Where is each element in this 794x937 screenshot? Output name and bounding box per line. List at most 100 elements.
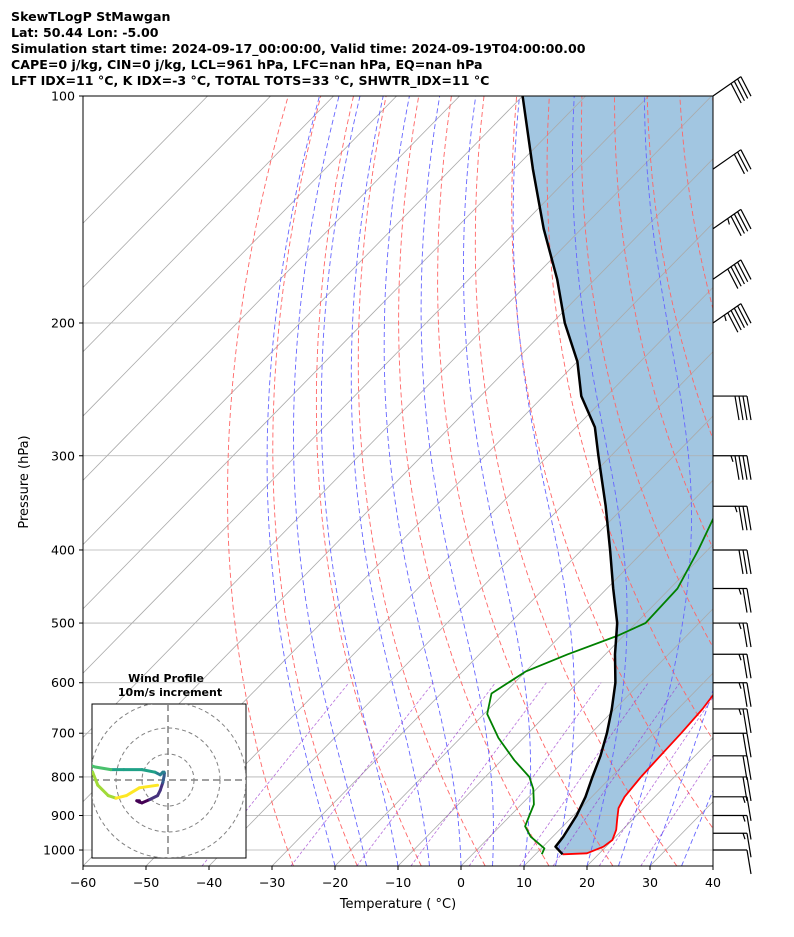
wind-barb [713,796,752,821]
isotherm-line [83,96,334,353]
hodograph-segment [92,764,97,769]
x-tick-label: −40 [196,875,223,890]
hodograph-segment [140,768,157,774]
isotherm-line [145,286,713,866]
plot-area [83,96,794,866]
cape-shaded-area [522,96,713,855]
stability-indices-1: CAPE=0 j/kg, CIN=0 j/kg, LCL=961 hPa, LF… [11,57,483,72]
y-tick-label: 100 [51,89,75,104]
dry-adiabat [511,96,713,830]
moist-adiabat [350,96,430,866]
wind-barb [713,395,752,421]
wind-barb [713,549,752,575]
moist-adiabat [618,96,692,866]
hodograph-inset: Wind Profile 10m/s increment [91,672,247,859]
wind-barb [713,732,752,758]
y-axis-label: Pressure (hPa) [17,435,32,528]
hodograph-segment [92,770,100,787]
wind-barb [713,622,752,648]
x-tick-label: −30 [259,875,286,890]
isotherm-line [460,608,713,866]
wind-barb [713,505,752,531]
x-tick-label: −20 [322,875,349,890]
dry-adiabat [778,96,794,866]
isotherm-line [83,96,397,417]
y-axis-ticks: 100 200 300 400 500 600 700 800 900 1000 [43,89,83,858]
isotherm-line [83,96,460,481]
moist-adiabat [420,96,494,866]
simulation-times: Simulation start time: 2024-09-17_00:00:… [11,41,586,56]
moist-adiabat [572,96,628,866]
dry-adiabat [398,96,550,866]
isotherm-line [397,543,713,866]
dry-adiabat [315,96,422,866]
y-tick-label: 300 [51,448,75,463]
hodograph-segment [124,786,141,798]
dry-adiabat [272,96,358,866]
wind-barb [713,587,752,613]
y-tick-label: 400 [51,542,75,557]
mixing-ratio-line [290,682,434,866]
wind-barb [712,303,752,333]
isotherm-line [712,865,713,866]
mixing-ratio-line [410,682,547,866]
moist-adiabat [712,864,713,866]
wind-barb [713,814,752,840]
x-tick-label: 40 [705,875,721,890]
hodograph-segment [137,783,160,790]
wind-barb [713,682,752,707]
dewpoint-profile-line [486,516,713,855]
y-tick-label: 1000 [43,843,75,858]
location-coords: Lat: 50.44 Lon: -5.00 [11,25,159,40]
mixing-ratio-line [552,682,681,866]
isotherm-line [271,415,713,866]
cape-shading [522,96,713,855]
dry-adiabat [614,96,713,550]
moist-adiabats [266,96,713,866]
wind-barbs [712,76,752,875]
parcel-profile-line [521,96,619,856]
moist-adiabat [463,96,532,866]
stability-indices-2: LFT IDX=11 °C, K IDX=-3 °C, TOTAL TOTS=3… [11,73,490,88]
isotherm-line [523,672,713,866]
y-tick-label: 500 [51,616,75,631]
y-tick-label: 800 [51,769,75,784]
x-tick-label: −60 [70,875,97,890]
hodograph-title: Wind Profile [128,672,204,685]
dry-adiabat [357,96,486,866]
y-tick-label: 600 [51,675,75,690]
isotherm-line [83,96,586,610]
station-title: SkewTLogP StMawgan [11,9,171,24]
wind-barb [712,259,752,289]
wind-barb [713,653,752,679]
mixing-ratio-line [356,682,496,866]
hodograph-frame [91,703,247,859]
mixing-ratio-line [468,682,602,866]
wind-barb [712,208,752,237]
x-axis-label: Temperature ( °C) [339,897,456,912]
moist-adiabat [293,96,367,866]
wind-barb [712,149,752,175]
wind-barb [712,76,752,104]
temperature-profile-line [562,693,713,856]
wind-barb [713,755,752,780]
hodograph-segment [96,783,110,798]
isotherm-line [83,96,271,289]
hodograph-subtitle: 10m/s increment [118,686,222,699]
isotherm-line [334,479,713,866]
y-tick-label: 700 [51,726,75,741]
moist-adiabat [649,688,713,866]
dry-adiabat [711,96,713,107]
isotherm-line [83,96,523,546]
wind-barb [713,455,752,480]
dry-adiabat [745,96,794,866]
wind-barb [713,832,752,858]
y-tick-label: 200 [51,315,75,330]
moist-adiabat [512,96,575,866]
mixing-ratio-line [519,682,649,866]
moist-adiabat [320,96,399,866]
wind-barb [713,708,752,734]
isotherm-line [83,96,649,674]
moist-adiabat [681,789,713,866]
